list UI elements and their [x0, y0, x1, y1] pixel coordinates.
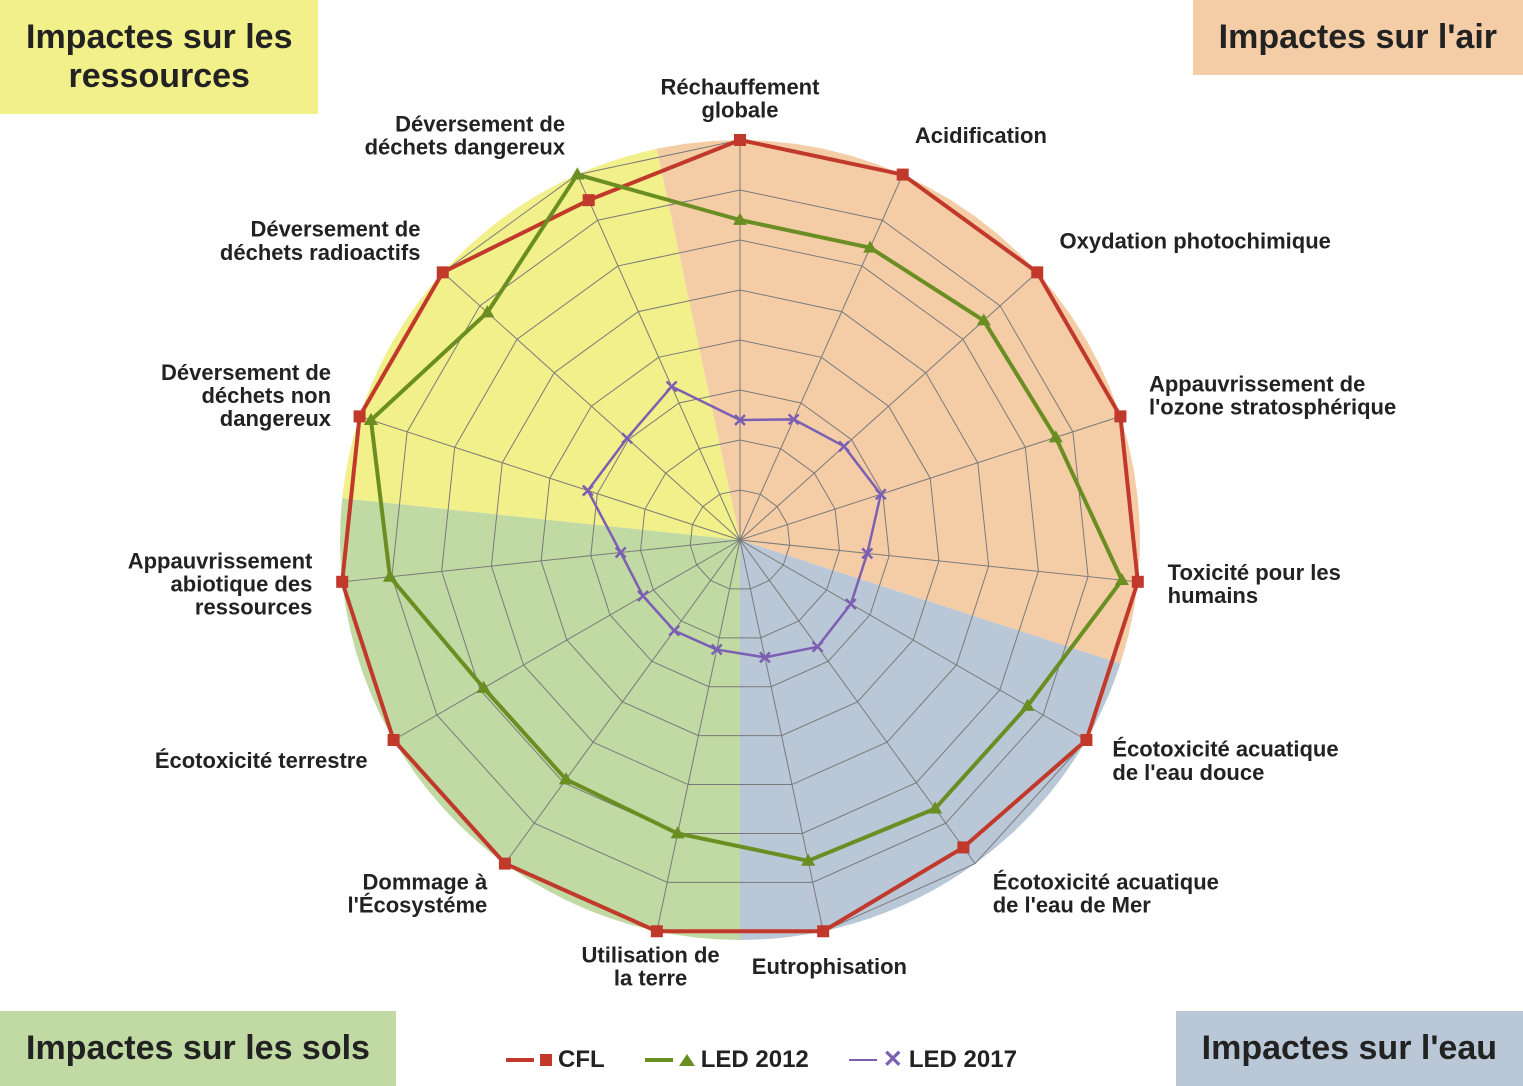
marker-square [651, 925, 663, 937]
axis-label: Toxicité pour leshumains [1168, 560, 1341, 608]
legend-label: LED 2017 [909, 1046, 1017, 1074]
marker-square [583, 194, 595, 206]
marker-square [1132, 576, 1144, 588]
marker-square [897, 169, 909, 181]
legend-label: LED 2012 [701, 1046, 809, 1074]
legend-label: CFL [558, 1046, 605, 1074]
axis-label: Écotoxicité acuatiquede l'eau de Mer [993, 870, 1219, 918]
axis-label: Utilisation dela terre [582, 942, 720, 990]
legend-line [645, 1058, 673, 1062]
axis-label: Oxydation photochimique [1060, 228, 1331, 253]
marker-square [734, 134, 746, 146]
radar-chart: Réchauffementglobale Acidification Oxydati… [0, 0, 1523, 1086]
marker-square [817, 925, 829, 937]
marker-square [957, 841, 969, 853]
axis-label: Déversement dedéchets dangereux [365, 112, 566, 160]
marker-square [1080, 734, 1092, 746]
axis-label: Écotoxicité terrestre [155, 748, 368, 773]
marker-square [388, 734, 400, 746]
marker-square [354, 410, 366, 422]
axis-label: Déversement dedéchets nondangereux [161, 360, 332, 431]
legend-marker: ✕ [883, 1045, 903, 1074]
axis-label: Déversement dedéchets radioactifs [220, 217, 421, 265]
legend-marker [540, 1054, 552, 1066]
legend-item: LED 2012 [645, 1045, 809, 1074]
marker-square [1031, 266, 1043, 278]
marker-square [437, 266, 449, 278]
legend: CFL LED 2012 ✕LED 2017 [0, 1045, 1523, 1074]
legend-item: CFL [506, 1045, 605, 1074]
legend-marker [679, 1054, 695, 1066]
axis-label: Écotoxicité acuatiquede l'eau douce [1112, 737, 1338, 785]
axis-label: Appauvrissement del'ozone stratosphériqu… [1149, 372, 1396, 420]
legend-line [849, 1059, 877, 1061]
legend-line [506, 1058, 534, 1062]
axis-label: Dommage àl'Écosystéme [347, 870, 488, 918]
marker-square [1114, 410, 1126, 422]
marker-square [336, 576, 348, 588]
marker-square [499, 858, 511, 870]
axis-label: Eutrophisation [752, 954, 907, 979]
axis-label: Réchauffementglobale [661, 74, 821, 122]
axis-label: Appauvrissementabiotique desressources [128, 548, 313, 619]
legend-item: ✕LED 2017 [849, 1045, 1017, 1074]
axis-label: Acidification [915, 123, 1047, 148]
